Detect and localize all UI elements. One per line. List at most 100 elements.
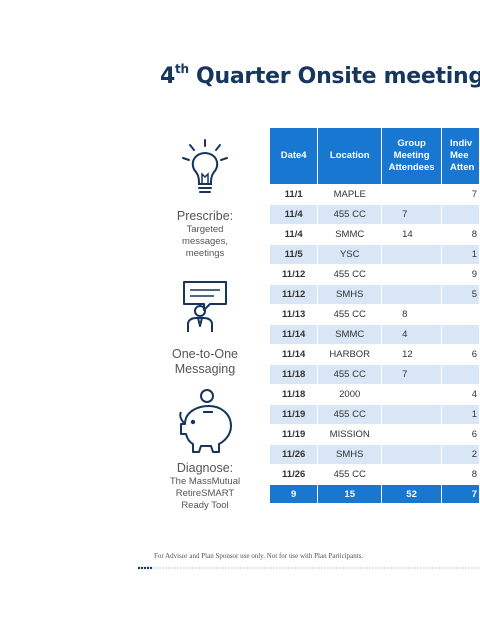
- group-attendees-cell: 14: [381, 224, 443, 245]
- individual-attendees-cell: 2: [441, 444, 480, 465]
- page-title: 4th Quarter Onsite meeting r: [160, 62, 480, 89]
- location-cell: SMMC: [317, 224, 383, 245]
- date-cell: 11/26: [270, 464, 319, 485]
- table-row: 11/4 SMMC 14 8: [270, 224, 480, 245]
- disclaimer-footer: For Advisor and Plan Sponsor use only. N…: [154, 552, 364, 560]
- group-attendees-cell: [381, 264, 443, 285]
- date-cell: 11/12: [270, 264, 319, 285]
- location-cell: 2000: [317, 384, 383, 405]
- prescribe-label: Prescribe:: [176, 209, 234, 223]
- diagnose-sub-3: Ready Tool: [181, 500, 229, 511]
- total-group-attendees: 52: [381, 484, 443, 503]
- table-row: 11/14 SMMC 4: [270, 324, 480, 345]
- group-attendees-cell: [381, 424, 443, 445]
- date-cell: 11/26: [270, 444, 319, 465]
- individual-attendees-cell: 8: [441, 464, 480, 485]
- individual-attendees-cell: 6: [441, 344, 480, 365]
- group-attendees-cell: 8: [381, 304, 443, 325]
- individual-attendees-cell: [441, 204, 480, 225]
- location-cell: MISSION: [317, 424, 383, 445]
- total-individual-attendees: 7: [441, 484, 480, 503]
- onsite-meetings-table: Date4 Location Group Meeting Attendees Ind…: [270, 128, 480, 503]
- table-row: 11/19 455 CC 1: [270, 404, 480, 425]
- presenter-icon: [183, 281, 227, 332]
- individual-attendees-cell: 1: [441, 404, 480, 425]
- prescribe-sub-1: Targeted: [186, 224, 224, 235]
- group-attendees-cell: 7: [381, 204, 443, 225]
- individual-attendees-cell: 5: [441, 284, 480, 305]
- prescribe-block: Prescribe: Targeted messages, meetings: [155, 138, 255, 260]
- location-cell: SMHS: [317, 444, 383, 465]
- table-row: 11/14 HARBOR 12 6: [270, 344, 480, 365]
- piggy-bank-icon: [179, 389, 232, 453]
- date-cell: 11/14: [270, 344, 319, 365]
- location-cell: SMHS: [317, 284, 383, 305]
- table-row: 11/13 455 CC 8: [270, 304, 480, 325]
- messaging-label: Messaging: [174, 362, 236, 376]
- group-attendees-cell: [381, 184, 443, 205]
- table-row: 11/19 MISSION 6: [270, 424, 480, 445]
- header-group-attendees: Group Meeting Attendees: [381, 128, 443, 185]
- group-attendees-cell: 12: [381, 344, 443, 365]
- date-cell: 11/1: [270, 184, 319, 205]
- one-to-one-label: One-to-One: [171, 347, 238, 361]
- location-cell: 455 CC: [317, 464, 383, 485]
- group-attendees-cell: [381, 384, 443, 405]
- one-to-one-block: One-to-One Messaging: [155, 278, 255, 377]
- date-cell: 11/13: [270, 304, 319, 325]
- table-row: 11/12 SMHS 5: [270, 284, 480, 305]
- table-row: 11/26 455 CC 8: [270, 464, 480, 485]
- table-row: 11/18 455 CC 7: [270, 364, 480, 385]
- header-location: Location: [317, 128, 383, 185]
- table-row: 11/18 2000 4: [270, 384, 480, 405]
- location-cell: SMMC: [317, 324, 383, 345]
- location-cell: HARBOR: [317, 344, 383, 365]
- individual-attendees-cell: 7: [441, 184, 480, 205]
- group-attendees-cell: 7: [381, 364, 443, 385]
- individual-attendees-cell: 1: [441, 244, 480, 265]
- date-cell: 11/4: [270, 224, 319, 245]
- table-header-row: Date4 Location Group Meeting Attendees Ind…: [270, 128, 480, 185]
- individual-attendees-cell: [441, 304, 480, 325]
- individual-attendees-cell: 9: [441, 264, 480, 285]
- table-row: 11/1 MAPLE 7: [270, 184, 480, 205]
- table-row: 11/5 YSC 1: [270, 244, 480, 265]
- individual-attendees-cell: 4: [441, 384, 480, 405]
- prescribe-sub-2: messages,: [182, 236, 228, 247]
- group-attendees-cell: 4: [381, 324, 443, 345]
- location-cell: 455 CC: [317, 364, 383, 385]
- location-cell: YSC: [317, 244, 383, 265]
- header-individual-attendees: Indiv Mee Atten: [441, 128, 480, 185]
- table-total-row: 9 15 52 7: [270, 484, 480, 503]
- diagnose-label: Diagnose:: [176, 461, 234, 475]
- location-cell: 455 CC: [317, 204, 383, 225]
- location-cell: 455 CC: [317, 304, 383, 325]
- group-attendees-cell: [381, 464, 443, 485]
- date-cell: 11/14: [270, 324, 319, 345]
- date-cell: 11/19: [270, 424, 319, 445]
- group-attendees-cell: [381, 404, 443, 425]
- date-cell: 11/18: [270, 384, 319, 405]
- table-row: 11/26 SMHS 2: [270, 444, 480, 465]
- individual-attendees-cell: [441, 324, 480, 345]
- group-attendees-cell: [381, 284, 443, 305]
- location-cell: MAPLE: [317, 184, 383, 205]
- table-row: 11/12 455 CC 9: [270, 264, 480, 285]
- diagnose-sub-2: RetireSMART: [175, 488, 235, 499]
- location-cell: 455 CC: [317, 404, 383, 425]
- individual-attendees-cell: 8: [441, 224, 480, 245]
- total-date-count: 9: [270, 484, 319, 503]
- diagnose-sub-1: The MassMutual: [169, 476, 241, 487]
- date-cell: 11/18: [270, 364, 319, 385]
- date-cell: 11/12: [270, 284, 319, 305]
- date-cell: 11/19: [270, 404, 319, 425]
- diagnose-block: Diagnose: The MassMutual RetireSMART Rea…: [155, 388, 255, 512]
- prescribe-sub-3: meetings: [185, 248, 225, 259]
- lightbulb-icon: [182, 139, 228, 193]
- location-cell: 455 CC: [317, 264, 383, 285]
- date-cell: 11/5: [270, 244, 319, 265]
- dotted-divider: [138, 566, 479, 570]
- group-attendees-cell: [381, 244, 443, 265]
- table-row: 11/4 455 CC 7: [270, 204, 480, 225]
- total-location-count: 15: [317, 484, 383, 503]
